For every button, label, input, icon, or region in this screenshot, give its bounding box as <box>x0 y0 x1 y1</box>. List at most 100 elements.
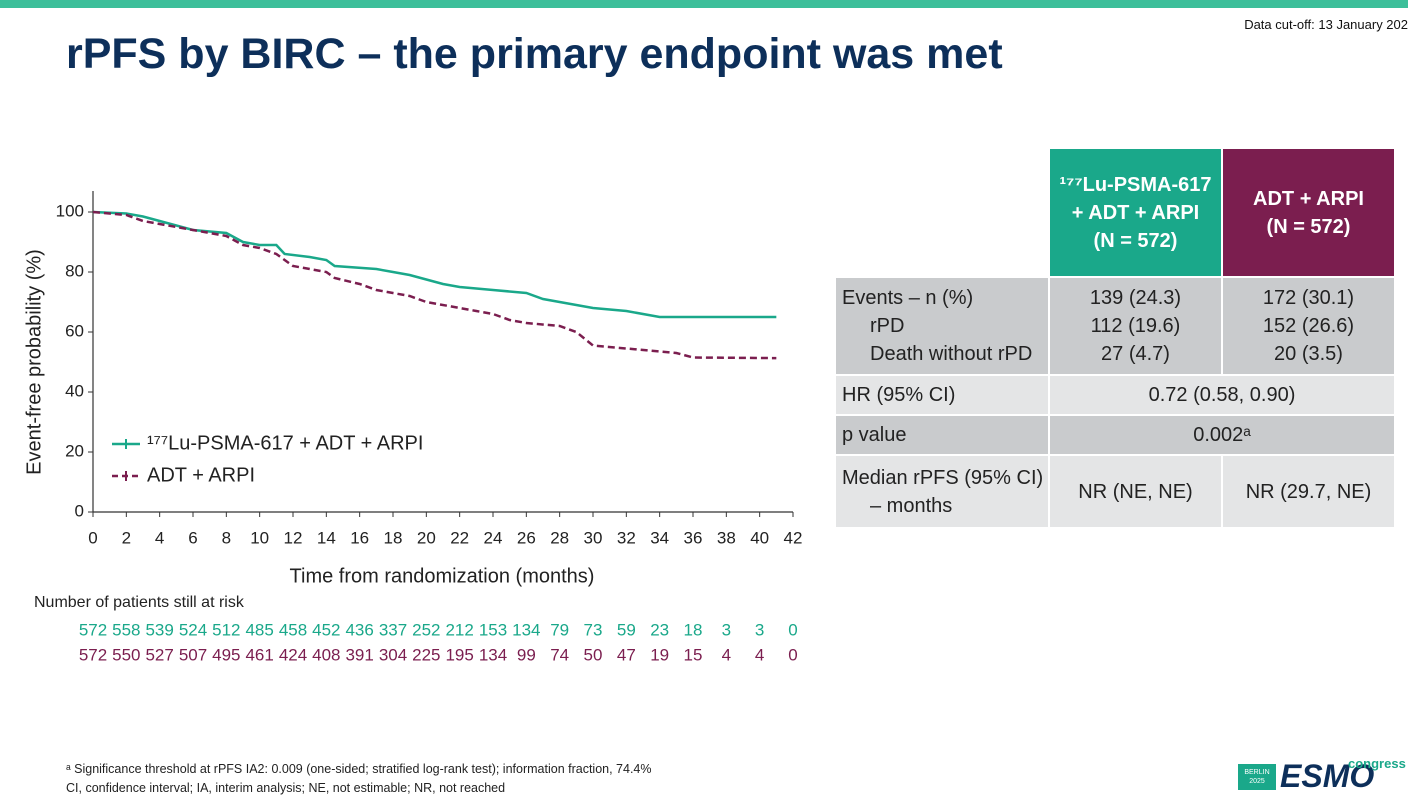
value-line: 152 (26.6) <box>1262 315 1355 337</box>
risk-count: 73 <box>584 620 603 639</box>
value-cell: NR (29.7, NE) <box>1223 456 1396 527</box>
y-tick-label: 80 <box>65 261 84 280</box>
risk-count: 572 <box>79 645 107 664</box>
risk-count: 436 <box>345 620 373 639</box>
risk-count: 558 <box>112 620 140 639</box>
risk-count: 195 <box>445 645 473 664</box>
risk-count: 225 <box>412 645 440 664</box>
value-line: 172 (30.1) <box>1262 287 1355 309</box>
x-tick-label: 40 <box>750 528 769 547</box>
logo-suffix: congress <box>1348 756 1406 771</box>
risk-count: 424 <box>279 645 307 664</box>
value-line: 27 (4.7) <box>1101 343 1170 365</box>
header-line: + ADT + ARPI <box>1071 201 1200 224</box>
risk-count: 4 <box>755 645 764 664</box>
x-tick-label: 28 <box>550 528 569 547</box>
header-line: (N = 572) <box>1266 215 1351 238</box>
x-tick-label: 34 <box>650 528 669 547</box>
x-tick-label: 22 <box>450 528 469 547</box>
risk-count: 134 <box>479 645 507 664</box>
risk-count: 59 <box>617 620 636 639</box>
header-blank <box>836 149 1050 276</box>
x-tick-label: 2 <box>122 528 131 547</box>
risk-count: 15 <box>684 645 703 664</box>
value-cell: NR (NE, NE) <box>1050 456 1223 527</box>
value-cell: 172 (30.1) 152 (26.6) 20 (3.5) <box>1223 278 1396 374</box>
x-tick-label: 26 <box>517 528 536 547</box>
label-line: Death without rPD <box>870 343 1033 365</box>
risk-count: 527 <box>145 645 173 664</box>
y-tick-label: 20 <box>65 441 84 460</box>
risk-count: 153 <box>479 620 507 639</box>
logo-city: BERLIN 2025 <box>1238 764 1276 790</box>
label-line: HR (95% CI) <box>842 384 956 406</box>
top-bar <box>0 0 1408 8</box>
value-line: 139 (24.3) <box>1089 287 1182 309</box>
value-line: NR (NE, NE) <box>1078 480 1193 503</box>
risk-count: 391 <box>345 645 373 664</box>
x-tick-label: 30 <box>584 528 603 547</box>
table-row: Median rPFS (95% CI) – months NR (NE, NE) N… <box>836 456 1396 529</box>
risk-count: 3 <box>722 620 731 639</box>
logo: BERLIN 2025 ESMO congress <box>1238 756 1408 798</box>
value-line: NR (29.7, NE) <box>1245 480 1372 503</box>
y-tick-label: 40 <box>65 381 84 400</box>
risk-count: 47 <box>617 645 636 664</box>
footnote: CI, confidence interval; IA, interim ana… <box>66 781 506 795</box>
label-line: Events – n (%) <box>842 287 974 309</box>
header-line: ADT + ARPI <box>1253 187 1364 210</box>
risk-count: 212 <box>445 620 473 639</box>
series-line <box>92 210 777 360</box>
risk-count: 408 <box>312 645 340 664</box>
legend-label: ¹⁷⁷Lu-PSMA-617 + ADT + ARPI <box>147 432 423 454</box>
x-tick-label: 20 <box>417 528 436 547</box>
risk-count: 50 <box>584 645 603 664</box>
risk-count: 550 <box>112 645 140 664</box>
x-tick-label: 4 <box>155 528 164 547</box>
x-tick-label: 38 <box>717 528 736 547</box>
risk-count: 4 <box>722 645 731 664</box>
risk-count: 18 <box>684 620 703 639</box>
x-axis-title: Time from randomization (months) <box>290 565 595 587</box>
risk-count: 524 <box>179 620 207 639</box>
risk-count: 74 <box>550 645 569 664</box>
row-label: HR (95% CI) <box>836 376 1050 414</box>
x-tick-label: 6 <box>188 528 197 547</box>
legend-label: ADT + ARPI <box>147 464 255 486</box>
x-tick-label: 16 <box>350 528 369 547</box>
y-tick-label: 0 <box>75 501 84 520</box>
risk-count: 3 <box>755 620 764 639</box>
y-tick-label: 60 <box>65 321 84 340</box>
cutoff-note: Data cut-off: 13 January 202 <box>1244 17 1408 32</box>
value-line: 112 (19.6) <box>1090 315 1181 337</box>
risk-title: Number of patients still at risk <box>34 594 245 611</box>
risk-count: 0 <box>788 620 797 639</box>
row-label: Median rPFS (95% CI) – months <box>836 456 1050 527</box>
risk-count: 99 <box>517 645 536 664</box>
risk-count: 572 <box>79 620 107 639</box>
risk-count: 0 <box>788 645 797 664</box>
label-line: – months <box>870 494 953 517</box>
risk-count: 485 <box>245 620 273 639</box>
table-row: HR (95% CI) 0.72 (0.58, 0.90) <box>836 376 1396 416</box>
x-tick-label: 12 <box>284 528 303 547</box>
y-tick-label: 100 <box>56 201 84 220</box>
risk-count: 134 <box>512 620 540 639</box>
x-tick-label: 32 <box>617 528 636 547</box>
logo-brand: ESMO <box>1280 758 1375 794</box>
value-cell: 139 (24.3) 112 (19.6) 27 (4.7) <box>1050 278 1223 374</box>
row-label: p value <box>836 416 1050 454</box>
merged-cell: 0.002ᵃ <box>1050 416 1396 454</box>
risk-count: 252 <box>412 620 440 639</box>
risk-count: 461 <box>245 645 273 664</box>
x-tick-label: 0 <box>88 528 97 547</box>
x-tick-label: 36 <box>684 528 703 547</box>
x-tick-label: 18 <box>384 528 403 547</box>
risk-count: 507 <box>179 645 207 664</box>
slide-title: rPFS by BIRC – the primary endpoint was … <box>66 30 1003 78</box>
header-cell: ADT + ARPI (N = 572) <box>1223 149 1396 276</box>
risk-count: 337 <box>379 620 407 639</box>
x-tick-label: 42 <box>784 528 803 547</box>
